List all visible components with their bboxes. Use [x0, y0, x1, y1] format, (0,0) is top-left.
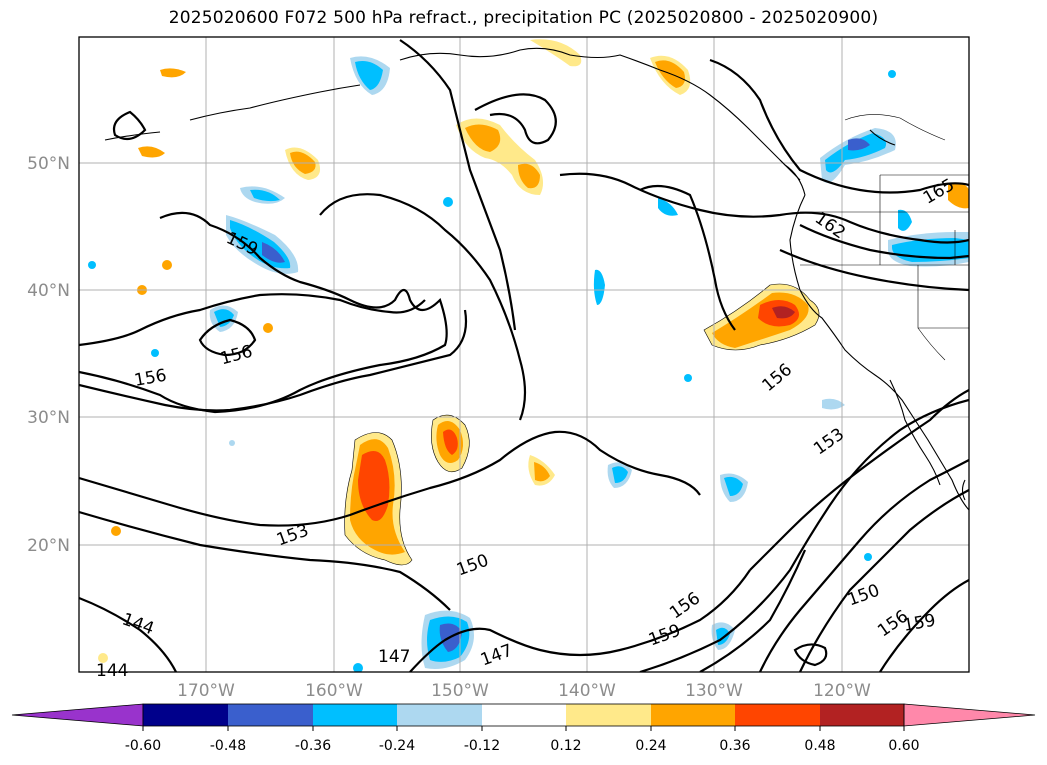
colorbar-outline [142, 703, 905, 727]
lon-label: 130°W [685, 681, 743, 701]
lon-label: 120°W [813, 681, 871, 701]
map-frame [78, 36, 970, 673]
colorbar-tick-label: -0.24 [379, 738, 415, 754]
contour-label: 144 [119, 609, 156, 639]
precipitation-shading [88, 39, 969, 672]
colorbar-bin [143, 704, 228, 726]
contour-label: 147 [478, 641, 515, 671]
contour-label: 156 [218, 342, 255, 370]
colorbar-bin [735, 704, 820, 726]
contour-label: 159 [646, 621, 683, 651]
contour-labels: 159 156 156 153 150 156 159 156 153 150 … [96, 175, 958, 681]
refractivity-contours [79, 39, 969, 672]
colorbar-bin [397, 704, 482, 726]
colorbar-tick-label: 0.48 [804, 738, 835, 754]
precip-negative [88, 56, 969, 672]
lon-label: 170°W [177, 681, 235, 701]
colorbar-tick-label: 0.24 [635, 738, 666, 754]
colorbar-tick-label: -0.12 [464, 738, 500, 754]
lat-label: 20°N [27, 536, 70, 556]
lon-label: 160°W [305, 681, 363, 701]
colorbar: -0.60 -0.48 -0.36 -0.24 -0.12 0.12 0.24 … [11, 703, 1036, 754]
lon-label: 150°W [431, 681, 489, 701]
colorbar-tick-label: 0.60 [888, 738, 919, 754]
colorbar-ticks [142, 726, 905, 731]
lon-label: 140°W [558, 681, 616, 701]
colorbar-extend-low [11, 703, 144, 727]
colorbar-tick-label: 0.36 [719, 738, 750, 754]
colorbar-bin [482, 704, 566, 726]
colorbar-tick-label: -0.36 [295, 738, 331, 754]
contour-label: 147 [378, 647, 410, 667]
colorbar-tick-label: -0.48 [210, 738, 246, 754]
contour-label: 144 [96, 661, 128, 681]
contour-label: 150 [845, 581, 882, 611]
precip-positive [98, 39, 969, 663]
coastlines [104, 47, 969, 511]
lat-label: 30°N [27, 408, 70, 428]
colorbar-tick-label: -0.60 [125, 738, 161, 754]
colorbar-bin [228, 704, 313, 726]
lat-lon-grid [79, 37, 969, 672]
contour-label: 159 [902, 611, 937, 636]
colorbar-bin [651, 704, 735, 726]
colorbar-tick-label: 0.12 [550, 738, 581, 754]
longitude-labels: 170°W 160°W 150°W 140°W 130°W 120°W [177, 681, 871, 701]
colorbar-bin [566, 704, 651, 726]
contour-label: 156 [758, 360, 796, 396]
contour-label: 156 [666, 588, 704, 623]
map-title: 2025020600 F072 500 hPa refract., precip… [168, 8, 879, 28]
lat-label: 50°N [27, 154, 70, 174]
colorbar-extend-high [903, 703, 1036, 727]
latitude-labels: 20°N 30°N 40°N 50°N [27, 154, 70, 556]
colorbar-bin [820, 704, 904, 726]
lat-label: 40°N [27, 281, 70, 301]
contour-label: 156 [133, 366, 168, 391]
colorbar-bin [313, 704, 397, 726]
